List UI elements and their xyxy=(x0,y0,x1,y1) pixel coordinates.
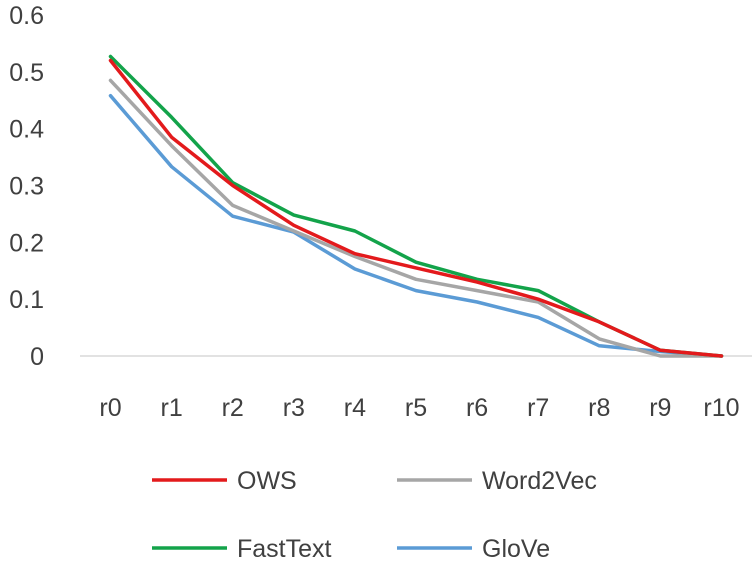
series-line-ows xyxy=(108,58,724,358)
y-tick-label: 0.5 xyxy=(9,59,44,87)
x-tick-label: r8 xyxy=(588,394,610,422)
y-tick-label: 0 xyxy=(30,343,44,371)
series-line-glove xyxy=(108,93,724,358)
y-tick-label: 0.1 xyxy=(9,286,44,314)
x-tick-label: r5 xyxy=(405,394,427,422)
y-tick-label: 0.4 xyxy=(9,116,44,144)
x-tick-label: r10 xyxy=(703,394,739,422)
series-lines xyxy=(108,54,724,358)
x-tick-label: r7 xyxy=(527,394,549,422)
x-axis-ticks: r0 r1 r2 r3 r4 r5 r6 r7 r8 r9 r10 xyxy=(99,394,739,422)
x-tick-label: r3 xyxy=(283,394,305,422)
legend-item-ows: OWS xyxy=(152,467,297,495)
legend-item-fasttext: FastText xyxy=(152,535,332,561)
legend-label: FastText xyxy=(237,535,332,561)
y-tick-label: 0.2 xyxy=(9,229,44,257)
x-tick-label: r2 xyxy=(222,394,244,422)
y-tick-label: 0.6 xyxy=(9,2,44,30)
x-tick-label: r1 xyxy=(161,394,183,422)
x-tick-label: r4 xyxy=(344,394,366,422)
legend-label: Word2Vec xyxy=(482,467,597,495)
y-tick-label: 0.3 xyxy=(9,173,44,201)
legend-item-glove: GloVe xyxy=(397,535,550,561)
series-line-fasttext xyxy=(108,54,724,358)
series-line-word2vec xyxy=(108,78,724,358)
y-axis-ticks: 0 0.1 0.2 0.3 0.4 0.5 0.6 xyxy=(9,2,44,371)
legend-label: OWS xyxy=(237,467,297,495)
legend: OWS Word2Vec FastText GloVe xyxy=(152,467,597,561)
legend-item-word2vec: Word2Vec xyxy=(397,467,597,495)
x-tick-label: r0 xyxy=(99,394,121,422)
legend-label: GloVe xyxy=(482,535,550,561)
x-tick-label: r9 xyxy=(649,394,671,422)
x-tick-label: r6 xyxy=(466,394,488,422)
